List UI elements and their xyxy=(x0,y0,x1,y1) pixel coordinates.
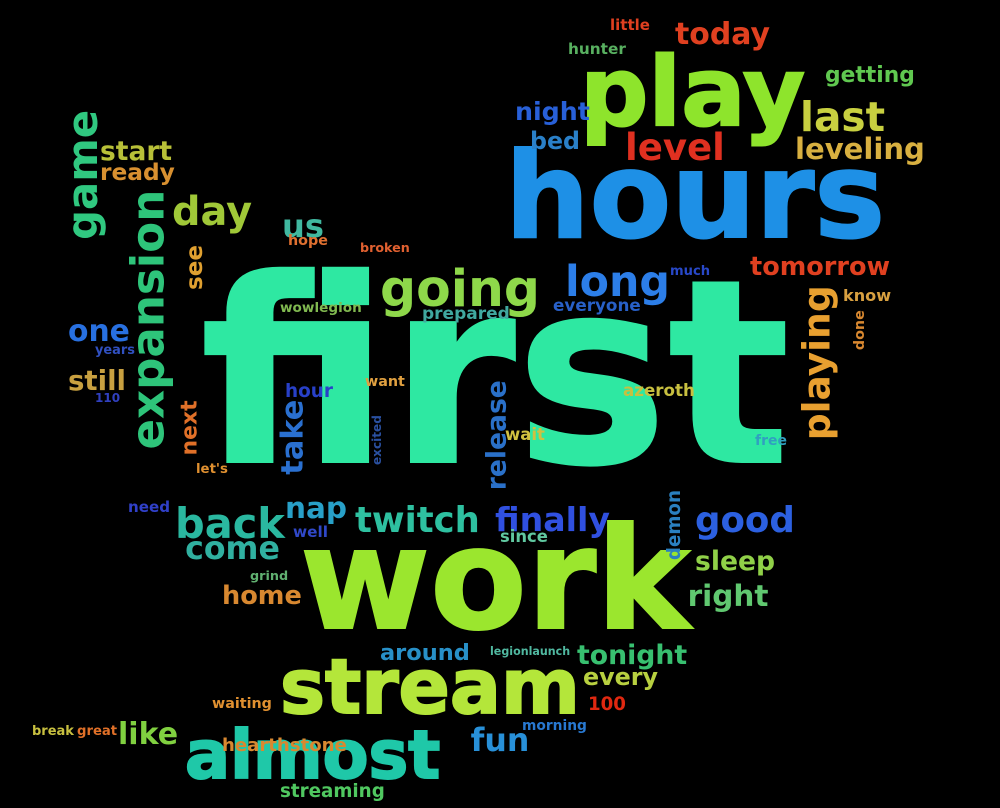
word-take: take xyxy=(274,399,310,475)
word-nap: nap xyxy=(285,491,348,526)
word-tonight: tonight xyxy=(577,639,688,671)
word-see: see xyxy=(181,244,208,291)
word-bed: bed xyxy=(530,127,580,156)
word-twitch: twitch xyxy=(355,500,480,542)
word-great: great xyxy=(77,724,118,740)
word-game: game xyxy=(57,109,107,240)
word-long: long xyxy=(565,257,670,308)
word-work: work xyxy=(299,497,691,662)
word-us: us xyxy=(282,206,324,245)
word-play: play xyxy=(579,35,806,148)
word-playing: playing xyxy=(794,284,839,440)
word-morning: morning xyxy=(522,718,587,735)
word-hours: hours xyxy=(504,128,886,267)
word-know: know xyxy=(843,286,892,305)
word-day: day xyxy=(172,188,253,235)
word-like: like xyxy=(118,717,179,752)
word-today: today xyxy=(675,16,770,52)
word-hour: hour xyxy=(285,380,333,402)
word-still: still xyxy=(68,364,126,398)
word-want: want xyxy=(365,373,405,390)
word-wowlegion: wowlegion xyxy=(280,300,362,317)
word-every: every xyxy=(583,663,659,692)
word-getting: getting xyxy=(825,63,915,89)
word-azeroth: azeroth xyxy=(623,379,695,400)
word-home: home xyxy=(222,581,302,612)
word-hope: hope xyxy=(288,232,328,249)
word-broken: broken xyxy=(360,239,410,255)
word-need: need xyxy=(128,497,171,516)
word-free: free xyxy=(755,433,787,449)
word-night: night xyxy=(515,97,590,127)
word-hunter: hunter xyxy=(568,40,626,59)
word-finally: finally xyxy=(495,500,611,540)
word-expansion: expansion xyxy=(120,190,174,450)
word-everyone: everyone xyxy=(553,294,641,315)
word-excited: excited xyxy=(369,414,384,465)
word-well: well xyxy=(293,523,328,542)
word-much: much xyxy=(670,263,711,279)
word-tomorrow: tomorrow xyxy=(750,252,891,283)
word-start: start xyxy=(100,135,173,167)
word-last: last xyxy=(800,93,886,142)
word-almost: almost xyxy=(184,715,441,794)
word-back: back xyxy=(175,499,285,549)
word-waiting: waiting xyxy=(212,695,272,712)
word-around: around xyxy=(380,639,470,666)
word-little: little xyxy=(610,15,650,34)
word-good: good xyxy=(695,500,795,542)
word-next: next xyxy=(177,400,203,456)
word-one: one xyxy=(68,314,130,350)
word-years: years xyxy=(95,342,135,358)
word-going: going xyxy=(380,259,540,319)
word-level: level xyxy=(625,126,725,170)
word-prepared: prepared xyxy=(422,303,510,324)
word-sleep: sleep xyxy=(695,545,776,577)
word-demon: demon xyxy=(663,489,685,561)
word-fun: fun xyxy=(470,723,530,760)
word-100: 100 xyxy=(588,693,626,715)
word-streaming: streaming xyxy=(280,780,385,802)
word-hearthstone: hearthstone xyxy=(222,734,347,756)
word-lets: let's xyxy=(196,462,228,478)
word-legionlaunch: legionlaunch xyxy=(490,644,571,658)
word-break: break xyxy=(32,723,74,739)
word-ready: ready xyxy=(100,159,175,187)
word-since: since xyxy=(500,526,548,546)
word-first: first xyxy=(199,226,791,524)
word-wait: wait xyxy=(505,424,545,444)
word-done: done xyxy=(851,310,868,350)
word-grind: grind xyxy=(250,568,289,584)
word-come: come xyxy=(185,531,280,568)
word-stream: stream xyxy=(279,642,581,731)
word-leveling: leveling xyxy=(795,132,925,167)
word-110: 110 xyxy=(95,391,121,405)
word-right: right xyxy=(687,579,769,614)
